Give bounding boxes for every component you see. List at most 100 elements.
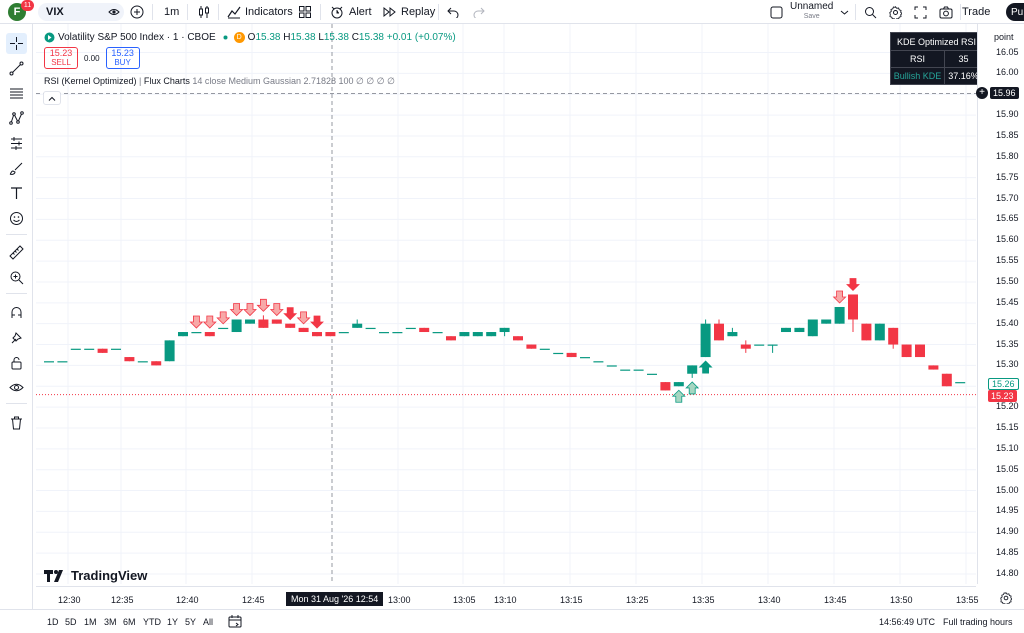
price-axis[interactable]: 16.0516.0015.9515.9015.8515.8015.7515.70…	[977, 24, 1024, 584]
candle	[124, 357, 135, 362]
buy-button[interactable]: 15.23 BUY	[105, 47, 140, 69]
range-button-3m[interactable]: 3M	[104, 617, 117, 627]
symbol-search[interactable]: VIX	[38, 3, 124, 21]
hide-drawings-icon[interactable]	[6, 377, 27, 398]
layout-select-checkbox[interactable]	[770, 0, 783, 24]
range-button-1y[interactable]: 1Y	[167, 617, 179, 627]
ruler-icon[interactable]	[6, 242, 27, 263]
candle	[874, 323, 885, 341]
chevron-down-icon[interactable]	[840, 0, 849, 24]
interval-button[interactable]: 1m	[164, 6, 180, 18]
series-legend[interactable]: Volatility S&P 500 Index · 1 · CBOE D O1…	[44, 32, 456, 43]
candle	[446, 336, 456, 341]
candle	[365, 327, 376, 330]
range-button-ytd[interactable]: YTD	[143, 617, 161, 627]
utc-clock[interactable]: 14:56:49 UTC	[879, 617, 936, 627]
range-button-1d[interactable]: 1D	[47, 617, 59, 627]
rsi-value: 35	[958, 54, 969, 64]
session-button[interactable]: Full trading hours	[943, 617, 1013, 627]
crosshair-icon[interactable]	[6, 33, 27, 54]
indicator-legend[interactable]: RSI (Kernel Optimized) | Flux Charts 14 …	[44, 76, 395, 86]
candle	[673, 382, 684, 387]
bottom-toolbar: 1D 5D 1M 3M 6M YTD 1Y 5Y All 14:56:49 UTC Full t…	[0, 609, 1024, 633]
pattern-icon[interactable]	[6, 108, 27, 129]
sell-price: 15.23	[49, 48, 73, 58]
range-button-1m[interactable]: 1M	[84, 617, 97, 627]
bearish-signal-arrow	[283, 307, 298, 321]
candle	[660, 382, 671, 391]
eye-icon[interactable]	[220, 32, 231, 43]
candle	[888, 327, 899, 349]
fib-retracement-icon[interactable]	[6, 83, 27, 104]
kde-value: 37.16%	[948, 71, 979, 81]
quick-search-icon[interactable]	[864, 0, 877, 24]
layout-name-button[interactable]: Unnamed Save	[790, 0, 833, 24]
candle	[325, 332, 336, 337]
trade-button[interactable]: Trade	[962, 6, 991, 18]
crosshair-price-label: 15.96	[990, 87, 1019, 99]
lock-icon[interactable]	[6, 352, 27, 373]
spread-value: 0.00	[84, 53, 100, 63]
candle	[915, 344, 925, 358]
range-button-5y[interactable]: 5Y	[185, 617, 197, 627]
order-panel: 15.23 SELL 0.00 15.23 BUY	[44, 47, 140, 69]
alert-button[interactable]: Alert	[330, 0, 372, 24]
rsi-label: RSI	[891, 51, 945, 67]
collapse-legend-button[interactable]	[43, 91, 61, 105]
candle	[392, 332, 403, 334]
time-tick-label: 12:45	[242, 595, 265, 605]
candle	[687, 365, 698, 378]
bearish-signal-arrow	[832, 290, 847, 304]
candle	[821, 319, 832, 324]
time-axis[interactable]: 12:30 12:35 12:40 12:45 13:00 13:05 13:10 13:15…	[36, 586, 979, 608]
sell-button[interactable]: 15.23 SELL	[44, 47, 78, 69]
chart-grid	[36, 24, 976, 584]
price-chart[interactable]	[36, 24, 976, 584]
forecasting-icon[interactable]	[6, 133, 27, 154]
candle	[539, 348, 550, 350]
smiley-icon[interactable]	[6, 208, 27, 229]
brush-icon[interactable]	[6, 158, 27, 179]
candle	[231, 319, 242, 333]
range-button-all[interactable]: All	[203, 617, 214, 627]
candle	[44, 361, 54, 363]
add-alert-plus-icon[interactable]: +	[976, 87, 988, 99]
camera-icon[interactable]	[939, 0, 953, 24]
templates-icon[interactable]	[298, 0, 312, 24]
sell-label: SELL	[51, 58, 71, 67]
range-button-6m[interactable]: 6M	[123, 617, 136, 627]
eye-icon[interactable]	[108, 6, 120, 18]
time-tick-label: 13:10	[494, 595, 517, 605]
date-range-calendar-icon[interactable]	[228, 615, 242, 628]
stay-in-drawing-icon[interactable]	[6, 327, 27, 348]
range-button-5d[interactable]: 5D	[65, 617, 77, 627]
time-tick-label: 13:15	[560, 595, 583, 605]
candles-icon[interactable]	[197, 0, 211, 24]
fullscreen-icon[interactable]	[914, 0, 927, 24]
text-icon[interactable]	[6, 183, 27, 204]
crosshair	[36, 24, 976, 584]
undo-icon[interactable]	[447, 0, 459, 24]
candle	[137, 361, 148, 363]
buy-price: 15.23	[111, 48, 134, 58]
time-tick-label: 13:25	[626, 595, 649, 605]
trend-line-icon[interactable]	[6, 58, 27, 79]
zoom-in-icon[interactable]	[6, 267, 27, 288]
gear-icon[interactable]	[889, 0, 902, 24]
indicators-button[interactable]: Indicators	[227, 0, 293, 24]
redo-icon[interactable]	[473, 0, 485, 24]
magnet-icon[interactable]	[6, 302, 27, 323]
time-tick-label: 13:05	[453, 595, 476, 605]
time-tick-label: 12:30	[58, 595, 81, 605]
add-symbol-icon[interactable]	[130, 0, 144, 24]
axis-settings-gear-icon[interactable]	[1000, 592, 1012, 604]
replay-button[interactable]: Replay	[383, 0, 435, 24]
candle	[432, 332, 443, 334]
candle	[271, 319, 282, 324]
price-tick-label: 15.45	[996, 296, 1019, 307]
buy-label: BUY	[114, 58, 131, 67]
trash-icon[interactable]	[6, 412, 27, 433]
publish-button[interactable]: Pu	[1006, 3, 1024, 21]
price-tick-label: 15.50	[996, 275, 1019, 286]
chevron-up-icon	[48, 96, 56, 101]
